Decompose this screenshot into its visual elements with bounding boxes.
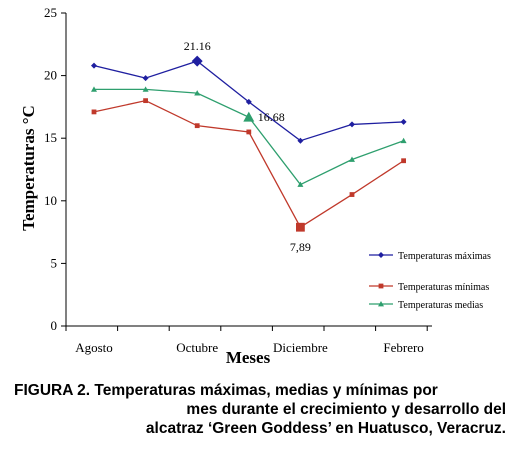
legend-label: Temperaturas mínimas — [398, 282, 489, 293]
x-ticks: Agosto Octubre Diciembre Febrero — [65, 326, 428, 355]
data-point — [349, 156, 355, 162]
data-annotations: 21.16 16.68 7,89 — [184, 39, 311, 254]
x-tick-label: Diciembre — [273, 340, 328, 355]
y-ticks: 0 5 10 15 20 25 — [44, 5, 66, 333]
figure-caption: FIGURA 2. Temperaturas máximas, medias y… — [14, 381, 506, 438]
data-point — [297, 181, 304, 187]
caption-line-1: FIGURA 2. Temperaturas máximas, medias y… — [14, 382, 438, 399]
data-point — [296, 222, 305, 232]
data-point — [246, 129, 252, 135]
y-tick-label: 10 — [44, 193, 57, 208]
series-markers — [91, 55, 407, 232]
legend-marker — [378, 301, 384, 307]
data-label: 21.16 — [184, 39, 211, 53]
data-point — [349, 121, 355, 128]
chart-axes — [65, 13, 432, 327]
legend-label: Temperaturas máximas — [398, 251, 491, 262]
data-point — [400, 118, 407, 125]
x-tick-label: Octubre — [176, 340, 218, 355]
data-point — [142, 86, 149, 92]
data-point — [143, 98, 148, 104]
data-point — [400, 137, 407, 144]
data-point — [91, 62, 97, 69]
data-point — [401, 158, 406, 164]
data-point — [91, 109, 97, 115]
data-point — [243, 111, 255, 122]
data-point — [245, 98, 252, 105]
y-tick-label: 0 — [51, 318, 58, 333]
series-lines — [93, 60, 404, 229]
x-tick-label: Agosto — [75, 340, 113, 355]
data-point — [349, 192, 355, 197]
data-point — [91, 86, 97, 92]
legend-marker — [378, 283, 384, 289]
y-tick-label: 5 — [51, 255, 58, 270]
data-point — [191, 55, 203, 67]
legend-label: Temperaturas medias — [398, 300, 483, 311]
caption-line-2: mes durante el crecimiento y desarrollo … — [186, 401, 506, 418]
data-point — [297, 137, 304, 144]
data-label: 16.68 — [258, 110, 285, 124]
x-axis-label: Meses — [226, 348, 271, 367]
data-point — [194, 123, 200, 129]
caption-line-3: alcatraz ‘Green Goddess’ en Huatusco, Ve… — [145, 420, 506, 437]
data-point — [142, 75, 149, 82]
temperature-chart: 0 5 10 15 20 25 Agosto Octubre Diciembre Febrero… — [19, 5, 491, 367]
data-label: 7,89 — [290, 240, 311, 254]
chart-legend: Temperaturas máximas Temperaturas mínimas… — [369, 251, 491, 311]
legend-marker — [378, 252, 384, 258]
y-tick-label: 25 — [44, 5, 57, 20]
data-point — [194, 90, 201, 96]
y-tick-label: 15 — [44, 130, 57, 145]
x-tick-label: Febrero — [383, 340, 423, 355]
y-tick-label: 20 — [44, 68, 57, 83]
y-axis-label: Temperaturas °C — [19, 105, 38, 231]
